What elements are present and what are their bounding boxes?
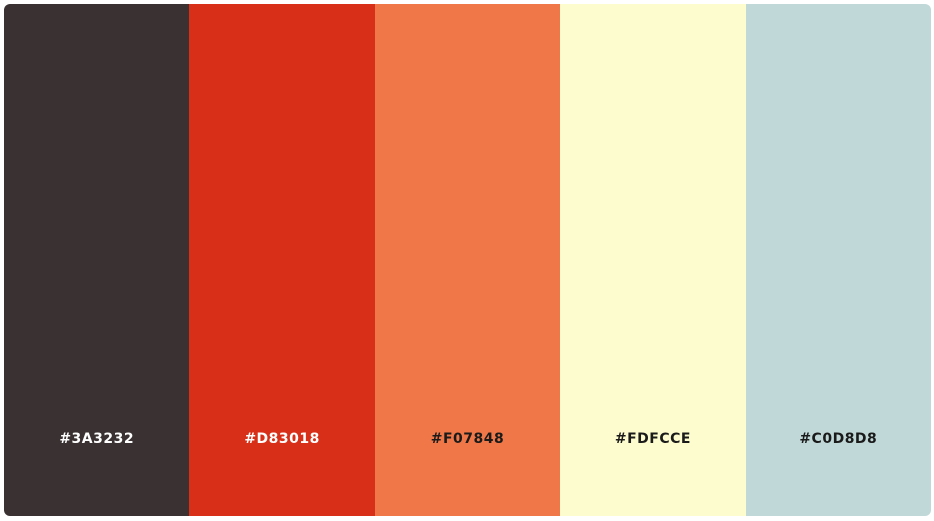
color-swatch-5[interactable]: #C0D8D8 — [745, 4, 931, 516]
swatch-hex-label-1[interactable]: #3A3232 — [59, 431, 135, 447]
swatch-hex-label-3[interactable]: #F07848 — [430, 431, 505, 447]
color-swatch-1[interactable]: #3A3232 — [4, 4, 190, 516]
swatch-hex-label-2[interactable]: #D83018 — [244, 431, 320, 447]
color-palette: #3A3232 #D83018 #F07848 #FDFCCE #C0D8D8 — [4, 4, 931, 516]
color-swatch-2[interactable]: #D83018 — [189, 4, 375, 516]
swatch-hex-label-5[interactable]: #C0D8D8 — [799, 431, 878, 447]
color-swatch-3[interactable]: #F07848 — [374, 4, 561, 516]
swatch-hex-label-4[interactable]: #FDFCCE — [614, 431, 691, 447]
color-swatch-4[interactable]: #FDFCCE — [560, 4, 746, 516]
